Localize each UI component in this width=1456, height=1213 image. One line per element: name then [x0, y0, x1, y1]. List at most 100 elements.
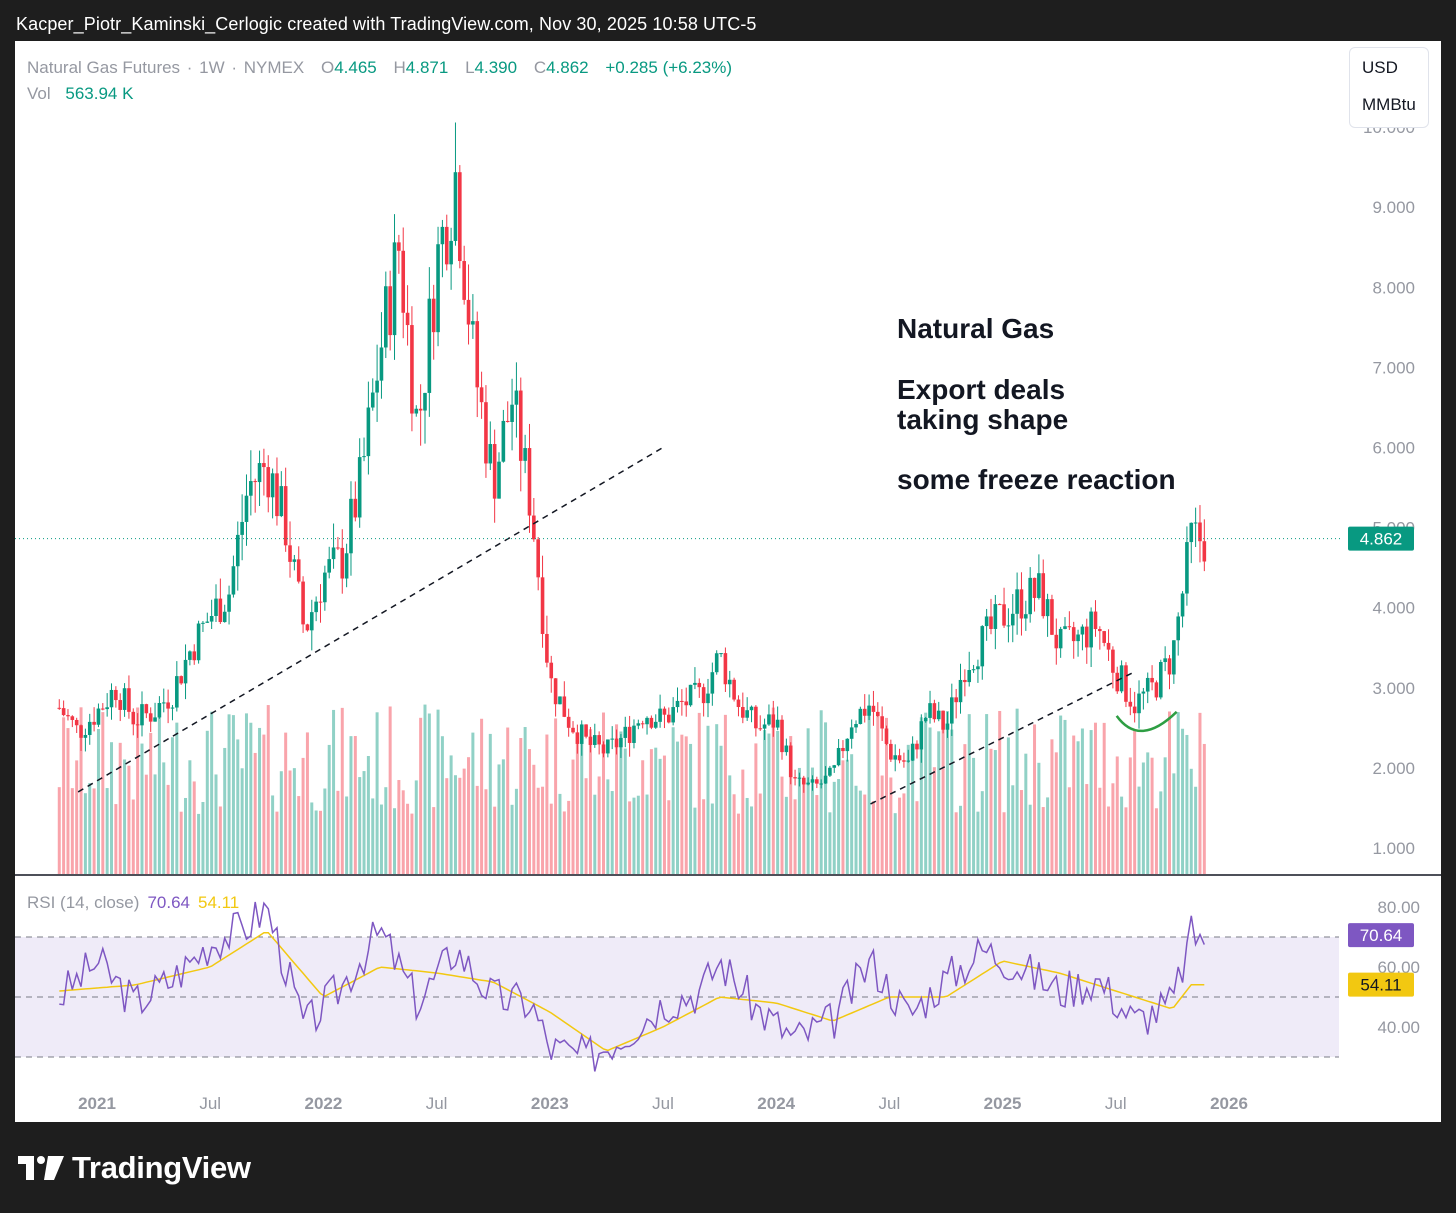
candle-body [884, 728, 889, 744]
volume-bar [153, 774, 157, 874]
candle-body [675, 700, 680, 708]
volume-bar [527, 749, 531, 874]
volume-bar [1154, 808, 1158, 874]
candle-body [732, 679, 736, 700]
candle-body [1111, 649, 1115, 673]
candle-body [227, 594, 231, 612]
candle-body [518, 390, 523, 461]
price-axis-tick: 8.000 [1372, 278, 1415, 297]
volume-bar [83, 793, 87, 874]
candle-body [915, 743, 919, 750]
brand-name: TradingView [72, 1150, 251, 1185]
candle-body [723, 653, 728, 685]
low-label: L [465, 58, 475, 77]
candle-body [1010, 613, 1015, 626]
instrument-name[interactable]: Natural Gas Futures [27, 58, 181, 77]
trendline [77, 446, 664, 793]
candle-body [427, 298, 432, 393]
candle-body [161, 702, 166, 704]
candle-body [701, 687, 706, 704]
volume-bar [632, 797, 636, 874]
volume-bar [484, 789, 488, 874]
candle-body [606, 739, 610, 754]
candle-body [688, 684, 693, 706]
volume-bar [1067, 787, 1071, 874]
candle-body [379, 347, 384, 381]
price-axis-tick: 3.000 [1372, 679, 1415, 698]
candle-body [458, 172, 462, 262]
candle-body [562, 696, 567, 717]
volume-bar [1181, 728, 1185, 874]
time-axis-tick: Jul [652, 1094, 674, 1113]
volume-bar [323, 788, 327, 874]
candle-body [862, 708, 867, 716]
volume-bar [628, 801, 632, 874]
candle-body [305, 624, 310, 631]
candle-body [549, 662, 554, 679]
candle-body [301, 581, 305, 625]
volume-bar [510, 804, 514, 874]
open-value: 4.465 [334, 58, 377, 77]
candle-body [754, 706, 758, 729]
candle-body [771, 714, 776, 728]
volume-bar [101, 712, 105, 874]
candle-body [636, 723, 641, 726]
candle-body [1054, 634, 1059, 649]
candle-body [749, 706, 754, 711]
annotation-taking-shape[interactable]: taking shape [897, 404, 1069, 435]
chart-frame[interactable]: 1.0002.0003.0004.0005.0006.0007.0008.000… [15, 41, 1441, 1122]
rsi-label[interactable]: RSI (14, close) [27, 893, 140, 912]
volume-bar [96, 728, 100, 874]
measure-unit[interactable]: MMBtu [1362, 95, 1416, 114]
volume-bar [871, 801, 875, 874]
candle-body [649, 717, 654, 728]
tradingview-logo[interactable]: TradingView [18, 1150, 251, 1186]
volume-bar [819, 710, 823, 874]
candle-body [1193, 522, 1198, 524]
volume-bar [1111, 783, 1115, 874]
volume-bar [379, 804, 383, 874]
volume-bar [998, 710, 1002, 874]
candle-body [479, 387, 484, 403]
unit-selector[interactable]: USD MMBtu [1349, 47, 1429, 128]
volume-bar [210, 711, 214, 874]
interval-label[interactable]: 1W [199, 58, 225, 77]
volume-bar [972, 757, 976, 874]
time-axis-tick: Jul [199, 1094, 221, 1113]
annotation-export-deals[interactable]: Export deals [897, 374, 1066, 405]
candle-body [1141, 691, 1146, 694]
volume-bar [371, 798, 375, 874]
candle-body [135, 724, 140, 726]
currency-unit[interactable]: USD [1362, 58, 1398, 77]
candle-body [179, 676, 183, 684]
candle-body [958, 679, 963, 703]
volume-bar [693, 807, 697, 874]
price-chart-svg[interactable]: 1.0002.0003.0004.0005.0006.0007.0008.000… [15, 41, 1441, 1122]
candle-body [222, 611, 227, 623]
volume-bar [532, 764, 536, 874]
candle-body [1067, 626, 1072, 628]
candle-body [166, 702, 170, 709]
volume-bar [462, 768, 466, 874]
candle-body [323, 572, 327, 603]
annotation-freeze-reaction[interactable]: some freeze reaction [897, 464, 1176, 495]
candle-body [893, 755, 898, 760]
candle-body [706, 693, 710, 704]
annotation-title[interactable]: Natural Gas [897, 313, 1055, 344]
candle-body [532, 515, 536, 540]
volume-bar [336, 790, 340, 874]
volume-bar [676, 741, 680, 874]
candle-body [270, 473, 275, 498]
volume-bar [667, 800, 671, 874]
volume-bar [1107, 806, 1111, 874]
candle-body [1167, 658, 1172, 675]
volume-bar [902, 793, 906, 874]
candle-body [871, 705, 876, 712]
candle-body [1089, 611, 1093, 648]
candle-body [780, 719, 784, 753]
volume-bar [719, 745, 723, 874]
candle-body [336, 547, 340, 549]
volume-bar [1133, 729, 1137, 874]
candle-body [444, 226, 449, 265]
candle-body [928, 703, 932, 718]
